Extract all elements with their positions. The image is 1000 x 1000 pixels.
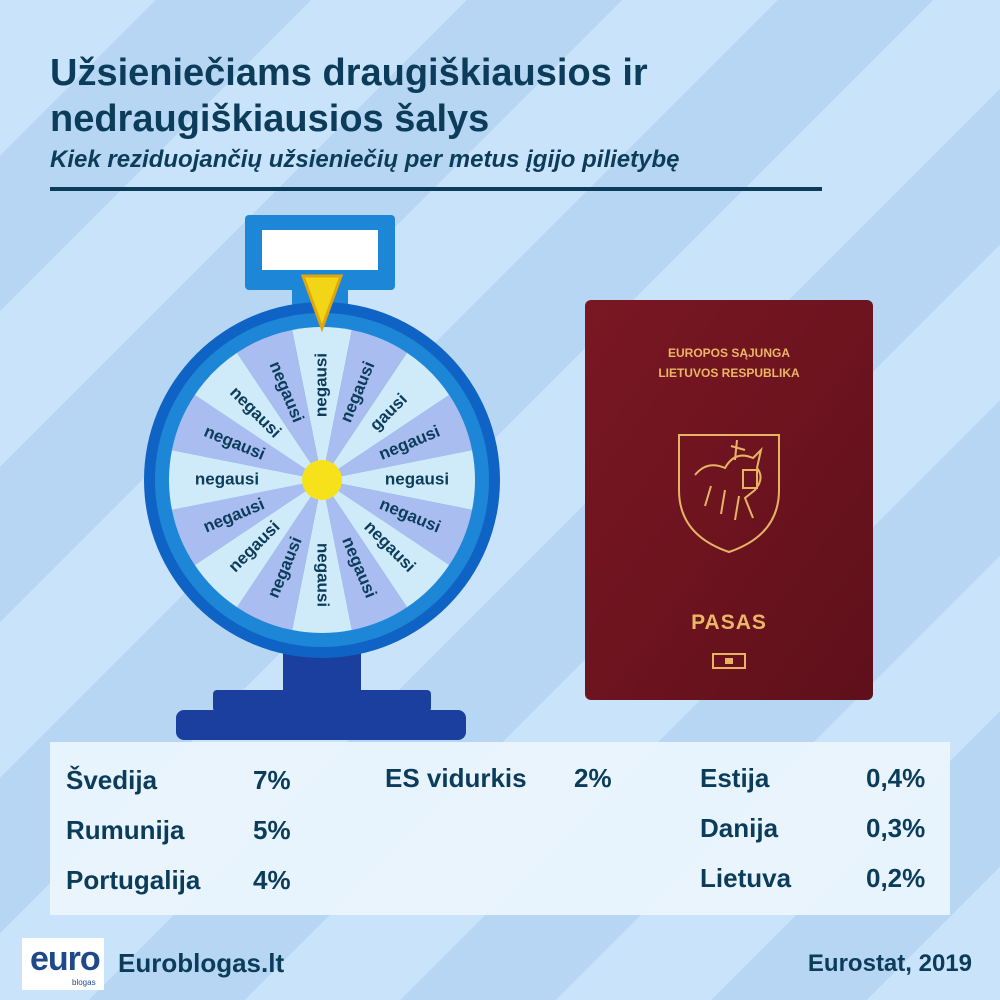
wheel-segment <box>236 480 322 631</box>
wheel-segment-label: negausi <box>311 353 330 417</box>
wheel-segment <box>194 352 322 480</box>
eu-average-label: ES vidurkis <box>385 763 527 793</box>
stat-country: Rumunija <box>66 815 185 845</box>
stat-country: Estija <box>700 763 770 793</box>
euroblogas-logo[interactable] <box>22 938 104 990</box>
logo-wordmark: euro <box>30 940 101 978</box>
stat-country: Danija <box>700 813 779 843</box>
biometric-chip-icon <box>712 653 746 669</box>
stat-value: 5% <box>253 815 291 845</box>
wheel-segment <box>171 480 322 566</box>
wheel-pointer <box>300 274 344 333</box>
wheel-stand-base <box>176 710 466 740</box>
wheel-display-window <box>262 230 378 270</box>
wheel-segment <box>194 480 322 608</box>
passport-line-2: LIETUVOS RESPUBLIKA <box>658 366 800 380</box>
wheel-segment-label: negausi <box>314 543 333 607</box>
wheel-segment-label: negausi <box>195 469 259 488</box>
title-divider <box>50 187 822 191</box>
eu-average-value: 2% <box>574 763 612 793</box>
wheel-segment <box>171 394 322 480</box>
wheel-segment <box>322 394 473 480</box>
stats-panel <box>50 742 950 915</box>
stat-country: Lietuva <box>700 863 792 893</box>
data-source: Eurostat, 2019 <box>807 950 972 977</box>
page-subtitle: Kiek reziduojančių užsieniečių per metus… <box>50 146 680 173</box>
stat-value: 4% <box>253 865 291 895</box>
logo-subtext: blogas <box>72 978 96 987</box>
wheel-stand-top <box>213 690 431 712</box>
wheel-segment <box>322 480 473 566</box>
wheel-segment <box>322 450 475 510</box>
stat-value: 7% <box>253 765 291 795</box>
stat-value: 0,3% <box>866 813 926 843</box>
passport-cover <box>585 300 873 700</box>
wheel-segment <box>292 480 352 633</box>
site-name: Euroblogas.lt <box>118 948 285 978</box>
passport-line-1: EUROPOS SĄJUNGA <box>667 346 791 360</box>
wheel-segments: negausi negausigausinegausinegausinegausi… <box>168 327 475 633</box>
knight-icon <box>694 439 763 521</box>
stat-country: Portugalija <box>66 865 201 895</box>
wheel-segment <box>322 480 408 631</box>
page-title: Užsieniečiams draugiškiausios ir nedraug… <box>50 52 648 140</box>
stat-value: 0,2% <box>866 863 926 893</box>
fortune-wheel-illustration: negausi negausigausinegausinegausinegausi… <box>144 215 500 740</box>
wheel-segment <box>168 450 322 510</box>
wheel-segment <box>292 327 352 480</box>
wheel-segment <box>322 352 450 480</box>
wheel-segment <box>236 329 322 480</box>
coat-of-arms-icon <box>678 434 780 554</box>
stat-country: Švedija <box>66 765 158 795</box>
stat-value: 0,4% <box>866 763 926 793</box>
passport-illustration <box>585 300 873 700</box>
wheel-hub <box>302 460 342 500</box>
passport-label: PASAS <box>691 611 767 634</box>
wheel-segment <box>322 329 408 480</box>
wheel-segment-label: negausi <box>385 469 449 488</box>
chip-center <box>725 658 733 664</box>
wheel-segment <box>322 480 450 608</box>
